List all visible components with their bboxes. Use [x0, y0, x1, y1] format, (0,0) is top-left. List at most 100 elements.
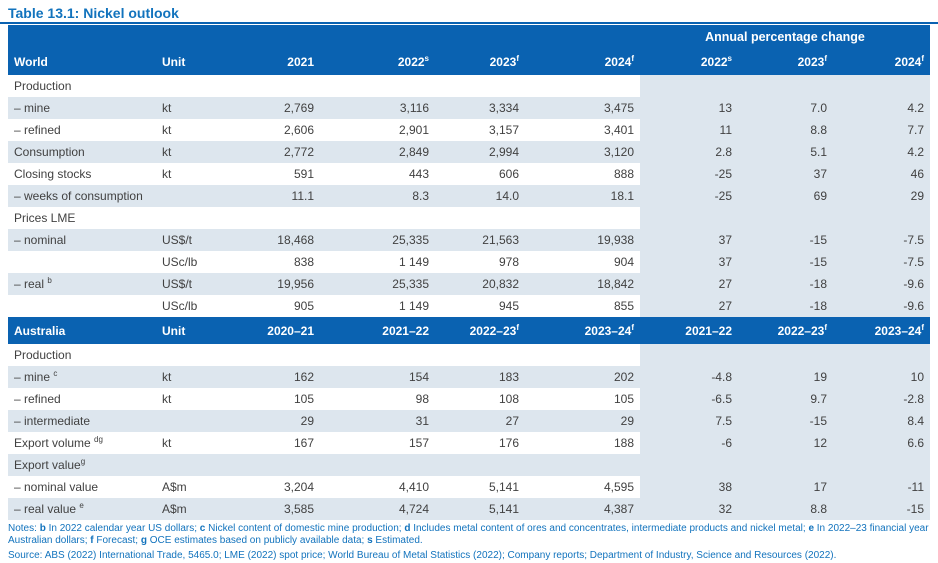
australia-header: Australia Unit 2020–21 2021–22 2022–23f 2023–… — [8, 317, 931, 344]
value-cell: 4,595 — [603, 480, 634, 494]
value-cell: 27 — [435, 410, 525, 432]
value-cell: 855 — [613, 299, 634, 313]
unit-cell: kt — [162, 123, 172, 137]
pct-cell — [833, 207, 931, 229]
value-cell: 3,120 — [525, 141, 640, 163]
pct-cell: 69 — [738, 185, 833, 207]
value-cell: 888 — [613, 167, 634, 181]
pct-cell: 7.0 — [738, 97, 833, 119]
australia-col-6: 2021–22 — [640, 317, 738, 344]
value-cell: 838 — [293, 255, 314, 269]
world-columns-row: World Unit 2021 2022s 2023f 2024f 2022s 2023f 20… — [8, 48, 931, 75]
value-cell: 105 — [613, 392, 634, 406]
value-cell: 176 — [498, 436, 519, 450]
row-label: Closing stocks — [14, 167, 92, 181]
value-cell: 14.0 — [435, 185, 525, 207]
value-cell: 2,901 — [398, 123, 429, 137]
value-cell: 8.3 — [320, 185, 435, 207]
pct-cell: 7.7 — [833, 119, 931, 141]
section-row: Export valueg — [8, 454, 931, 476]
value-cell: 1 149 — [398, 299, 429, 313]
unit-cell: USc/lb — [162, 255, 198, 269]
row-label — [8, 295, 156, 317]
unit-cell — [156, 185, 234, 207]
australia-columns-row: Australia Unit 2020–21 2021–22 2022–23f 2023–… — [8, 317, 931, 344]
pct-cell: -25 — [640, 163, 738, 185]
pct-cell: 2.8 — [640, 141, 738, 163]
pct-cell: -9.6 — [833, 273, 931, 295]
row-label: – mine c — [8, 366, 156, 388]
value-cell: 105 — [293, 392, 314, 406]
value-cell: 11.1 — [234, 185, 320, 207]
pct-cell: -15 — [833, 498, 931, 520]
unit-cell: kt — [156, 97, 234, 119]
value-cell: 443 — [408, 167, 429, 181]
world-col-8: 2024f — [833, 48, 931, 75]
world-col-1: Unit — [156, 48, 234, 75]
pct-cell: -2.8 — [833, 388, 931, 410]
pct-cell: 38 — [640, 476, 738, 498]
australia-col-0: Australia — [8, 317, 156, 344]
unit-cell — [156, 410, 234, 432]
value-cell: 98 — [415, 392, 429, 406]
pct-cell: 37 — [640, 229, 738, 251]
value-cell: 108 — [498, 392, 519, 406]
pct-cell: -15 — [738, 410, 833, 432]
pct-cell: 32 — [640, 498, 738, 520]
australia-col-7: 2022–23f — [738, 317, 833, 344]
pct-cell: 46 — [833, 163, 931, 185]
pct-cell: -15 — [738, 251, 833, 273]
unit-cell: USc/lb — [162, 299, 198, 313]
value-cell: 2,769 — [234, 97, 320, 119]
header-span-row: Annual percentage change — [8, 25, 931, 48]
table-row: – real b US$/t 19,956 25,335 20,832 18,842 27-… — [8, 273, 931, 295]
value-cell: 157 — [408, 436, 429, 450]
pct-cell: 11 — [640, 119, 738, 141]
section-row: Production — [8, 75, 931, 97]
australia-section: Production – mine c kt 162 154 183 202 -4.8 19 10… — [8, 344, 931, 520]
row-label: Production — [14, 348, 72, 362]
row-label: – mine — [8, 97, 156, 119]
pct-cell: 8.8 — [738, 498, 833, 520]
pct-cell: 6.6 — [833, 432, 931, 454]
world-col-5: 2024f — [525, 48, 640, 75]
pct-cell — [738, 207, 833, 229]
pct-cell: 17 — [738, 476, 833, 498]
value-cell: 3,401 — [603, 123, 634, 137]
table-row: – intermediate 29 31 27 29 7.5 -15 8.4 — [8, 410, 931, 432]
row-label: Consumption — [8, 141, 156, 163]
world-col-3: 2022s — [320, 48, 435, 75]
australia-col-1: Unit — [156, 317, 234, 344]
title-rule — [0, 22, 938, 24]
table-row: – refined kt 105 98 108 105 -6.5 9.7 -2.8 — [8, 388, 931, 410]
value-cell: 5,141 — [488, 480, 519, 494]
australia-col-4: 2022–23f — [435, 317, 525, 344]
table-row: USc/lb 905 1 149 945 855 27 -18 -9.6 — [8, 295, 931, 317]
world-col-6: 2022s — [640, 48, 738, 75]
value-cell: 904 — [613, 255, 634, 269]
pct-cell: 9.7 — [738, 388, 833, 410]
value-cell: 3,334 — [435, 97, 525, 119]
pct-cell: -11 — [833, 476, 931, 498]
row-label: – refined — [14, 123, 61, 137]
value-cell: 2,994 — [435, 141, 525, 163]
pct-cell: 27 — [640, 295, 738, 317]
value-cell: 5,141 — [435, 498, 525, 520]
value-cell: 29 — [234, 410, 320, 432]
world-section: Production – mine kt 2,769 3,116 3,334 3,475 13… — [8, 75, 931, 317]
row-label: – nominal — [8, 229, 156, 251]
pct-cell: 12 — [738, 432, 833, 454]
value-cell: 978 — [498, 255, 519, 269]
pct-cell: 10 — [833, 366, 931, 388]
value-cell: 18,842 — [525, 273, 640, 295]
table-row: Export volume dg kt 167 157 176 188 -6 12 6.6 — [8, 432, 931, 454]
unit-cell: kt — [156, 366, 234, 388]
nickel-outlook-table: Annual percentage change World Unit 2021 20… — [8, 25, 931, 520]
row-label: Production — [14, 79, 72, 93]
pct-cell — [833, 454, 931, 476]
row-label — [8, 251, 156, 273]
value-cell: 3,475 — [525, 97, 640, 119]
value-cell: 3,157 — [488, 123, 519, 137]
pct-cell: -7.5 — [833, 229, 931, 251]
